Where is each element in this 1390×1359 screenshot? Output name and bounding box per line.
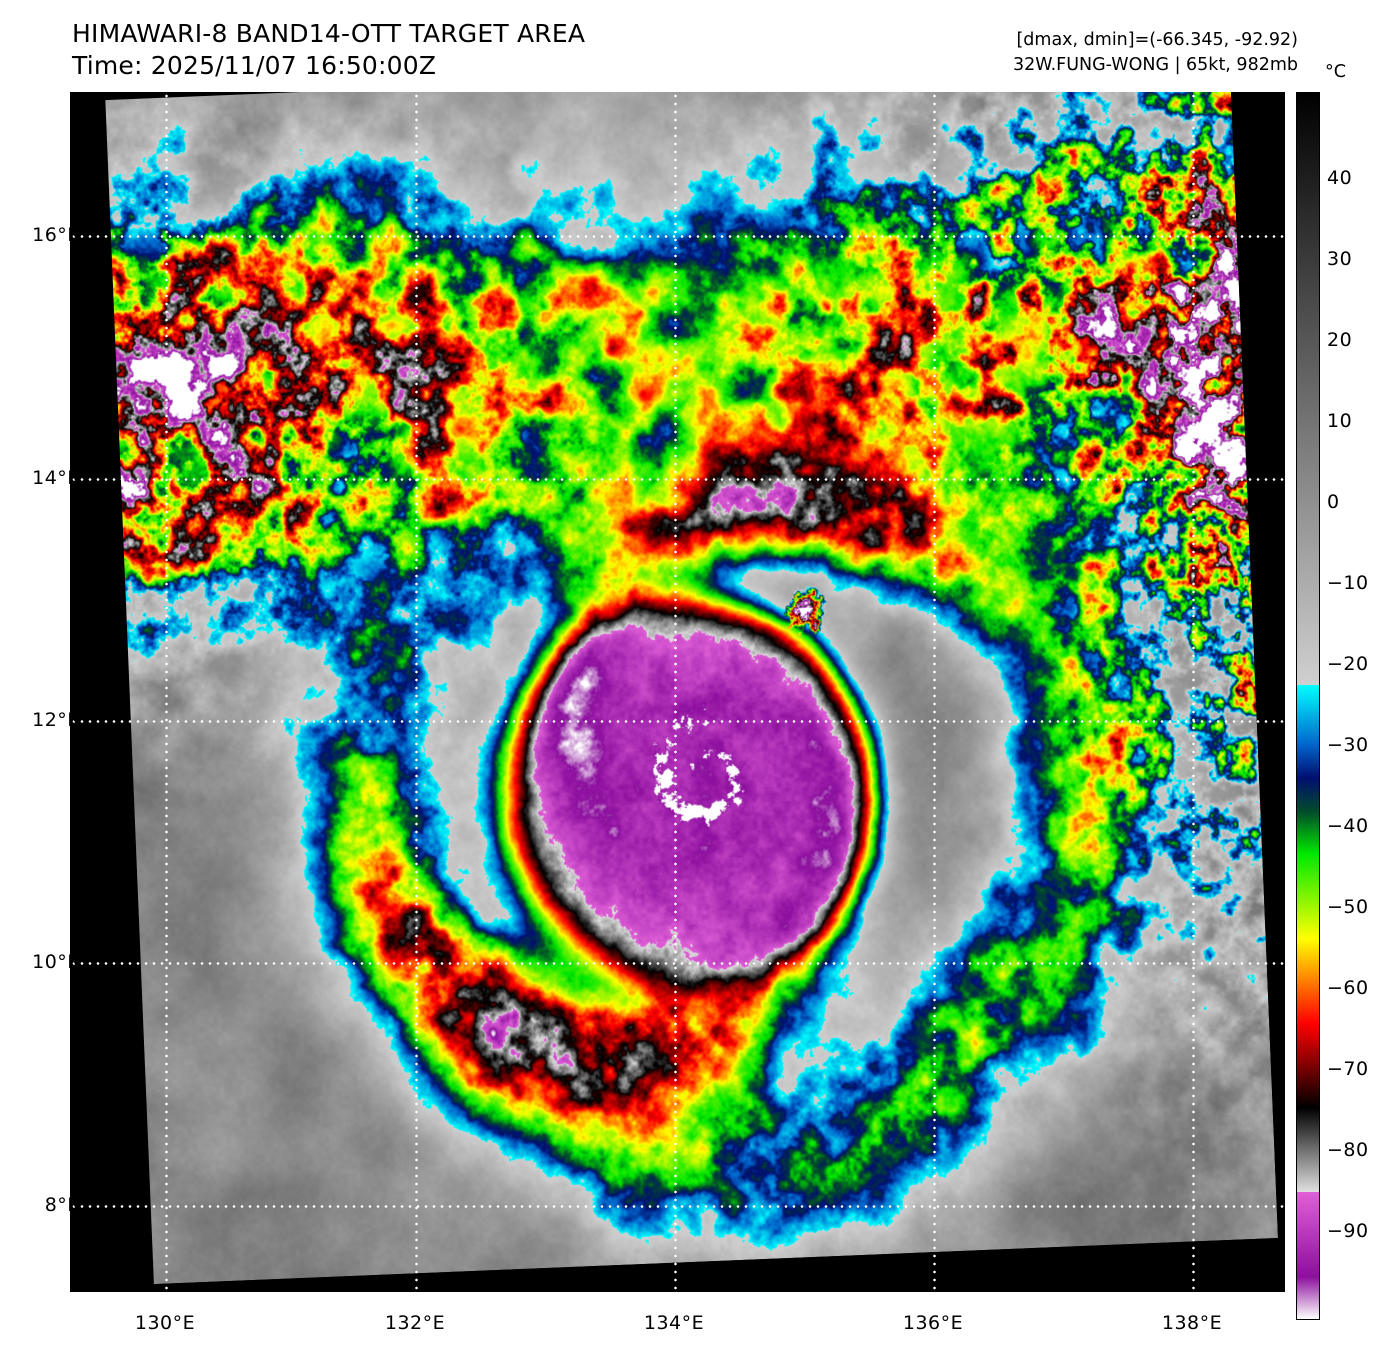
colorbar-gradient: [1297, 93, 1319, 1319]
cbar-tick-n90: −90: [1327, 1220, 1369, 1242]
data-range-label: [dmax, dmin]=(-66.345, -92.92): [1016, 30, 1298, 50]
cbar-tick-20: 20: [1327, 329, 1353, 351]
xtick-label-134e: 134°E: [643, 1312, 705, 1334]
xtick-label-130e: 130°E: [134, 1312, 196, 1334]
colorbar-unit-label: °C: [1325, 62, 1346, 82]
cbar-tick-40: 40: [1327, 167, 1353, 189]
ytick-label-16n: 16°N: [32, 224, 82, 246]
temperature-colorbar[interactable]: [1296, 92, 1320, 1320]
satellite-swath: [70, 92, 1285, 1292]
page-title: HIMAWARI-8 BAND14-OTT TARGET AREA Time: …: [72, 18, 585, 82]
cbar-tick-n20: −20: [1327, 653, 1369, 675]
cbar-tick-n30: −30: [1327, 734, 1369, 756]
infrared-imagery-canvas: [105, 92, 1278, 1285]
title-main: HIMAWARI-8 BAND14-OTT TARGET AREA: [72, 19, 586, 48]
cbar-tick-n60: −60: [1327, 977, 1369, 999]
xtick-label-136e: 136°E: [902, 1312, 964, 1334]
storm-info-label: 32W.FUNG-WONG | 65kt, 982mb: [1013, 55, 1298, 75]
cbar-tick-0: 0: [1327, 491, 1340, 513]
cbar-tick-n40: −40: [1327, 815, 1369, 837]
xtick-label-132e: 132°E: [384, 1312, 446, 1334]
cbar-tick-30: 30: [1327, 248, 1353, 270]
cbar-tick-n50: −50: [1327, 896, 1369, 918]
ytick-label-10n: 10°N: [32, 951, 82, 973]
cbar-tick-n70: −70: [1327, 1058, 1369, 1080]
satellite-image-plot[interactable]: Copyright © 2020-2025 Dapiya: [70, 92, 1285, 1292]
title-timestamp: Time: 2025/11/07 16:50:00Z: [72, 51, 437, 80]
ytick-label-8n: 8°N: [44, 1194, 82, 1216]
ytick-label-12n: 12°N: [32, 709, 82, 731]
metadata-block: [dmax, dmin]=(-66.345, -92.92) 32W.FUNG-…: [1013, 28, 1298, 78]
cbar-tick-n10: −10: [1327, 572, 1369, 594]
cbar-tick-n80: −80: [1327, 1139, 1369, 1161]
xtick-label-138e: 138°E: [1161, 1312, 1223, 1334]
ytick-label-14n: 14°N: [32, 467, 82, 489]
cbar-tick-10: 10: [1327, 410, 1353, 432]
